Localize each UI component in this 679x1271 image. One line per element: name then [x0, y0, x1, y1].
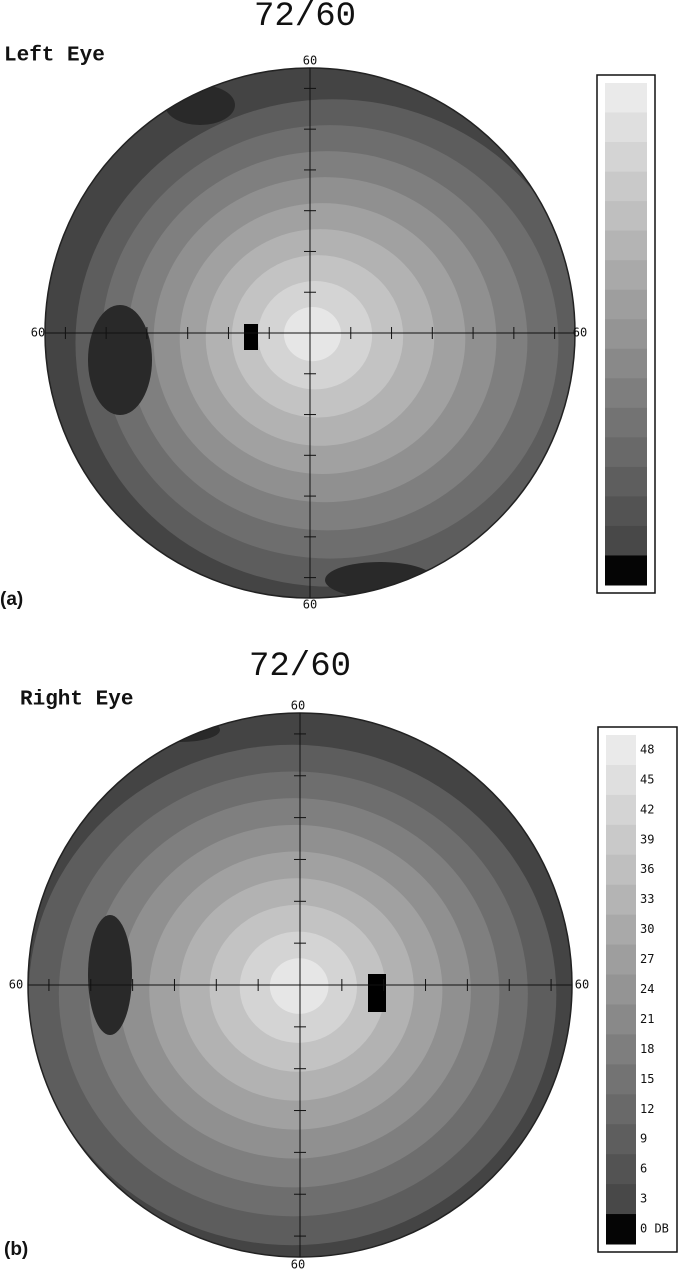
- legend-swatch: [605, 555, 647, 586]
- legend-swatch: [606, 1064, 636, 1095]
- legend-swatch: [606, 1214, 636, 1245]
- legend-swatch: [605, 407, 647, 438]
- legend-swatch: [605, 378, 647, 409]
- axis-label: 60: [575, 978, 589, 992]
- legend-label: 21: [640, 1012, 654, 1026]
- axis-label: 60: [303, 54, 317, 68]
- field-defect: [88, 915, 132, 1035]
- legend-label: 6: [640, 1162, 647, 1176]
- legend-swatch: [606, 1004, 636, 1035]
- legend-swatch: [606, 884, 636, 916]
- field-defect: [325, 562, 435, 598]
- legend-swatch: [605, 319, 647, 350]
- legend-label: 36: [640, 862, 654, 876]
- field-contour: [269, 958, 329, 1014]
- legend-swatch: [606, 735, 636, 766]
- legend-label: 24: [640, 982, 654, 996]
- legend-swatch: [605, 466, 647, 497]
- legend-label: 0 DB: [640, 1222, 669, 1236]
- axis-label: 60: [573, 326, 587, 340]
- panel-letter: (a): [0, 589, 23, 610]
- legend-swatch: [605, 348, 647, 379]
- legend-swatch: [606, 1034, 636, 1065]
- legend-swatch: [606, 944, 636, 976]
- legend-swatch: [605, 496, 647, 527]
- legend-box: [596, 74, 656, 594]
- legend-swatch: [606, 1184, 636, 1215]
- axis-label: 60: [303, 598, 317, 612]
- legend-swatch: [606, 824, 636, 856]
- legend-label: 15: [640, 1072, 654, 1086]
- legend-swatch: [605, 171, 647, 202]
- axis-label: 60: [9, 978, 23, 992]
- legend-label: 27: [640, 952, 654, 966]
- axis-label: 60: [291, 699, 305, 713]
- legend-label: 3: [640, 1192, 647, 1206]
- field-map: [45, 68, 575, 598]
- blind-spot: [368, 974, 386, 1012]
- eye-label: Right Eye: [20, 689, 133, 712]
- legend-swatch: [606, 764, 636, 796]
- legend-swatch: [606, 1124, 636, 1155]
- legend-label: 48: [640, 742, 654, 756]
- legend-swatch: [606, 1154, 636, 1185]
- legend-swatch: [606, 1094, 636, 1125]
- axis-label: 60: [31, 326, 45, 340]
- panel-title: 72/60: [249, 648, 351, 686]
- panel-title: 72/60: [254, 0, 356, 36]
- legend-swatch: [605, 230, 647, 261]
- legend-swatch: [605, 83, 647, 114]
- legend-swatch: [605, 260, 647, 291]
- legend-swatch: [605, 437, 647, 468]
- legend-swatch: [605, 201, 647, 232]
- legend-box: [597, 726, 678, 1253]
- panel-letter: (b): [4, 1239, 28, 1260]
- legend-label: 9: [640, 1132, 647, 1146]
- legend-swatch: [605, 142, 647, 173]
- visual-field-panel: 72/60 Left Eye (a) 60 60 60 60: [0, 0, 656, 612]
- legend-swatch: [605, 112, 647, 143]
- axis-label: 60: [291, 1258, 305, 1271]
- legend-label: 45: [640, 772, 654, 786]
- legend-label: 42: [640, 802, 654, 816]
- blind-spot: [244, 324, 258, 350]
- legend-label: 12: [640, 1102, 654, 1116]
- legend-label: 39: [640, 832, 654, 846]
- field-defect: [88, 305, 152, 415]
- field-contour: [283, 307, 342, 362]
- legend-swatch: [605, 289, 647, 320]
- legend-swatch: [606, 914, 636, 946]
- legend-label: 18: [640, 1042, 654, 1056]
- legend-label: 30: [640, 922, 654, 936]
- field-defect: [140, 718, 220, 742]
- eye-label: Left Eye: [4, 45, 105, 68]
- legend-swatch: [605, 525, 647, 556]
- legend-swatch: [606, 854, 636, 886]
- legend-label: 33: [640, 892, 654, 906]
- legend-swatch: [606, 974, 636, 1005]
- legend-swatch: [606, 794, 636, 826]
